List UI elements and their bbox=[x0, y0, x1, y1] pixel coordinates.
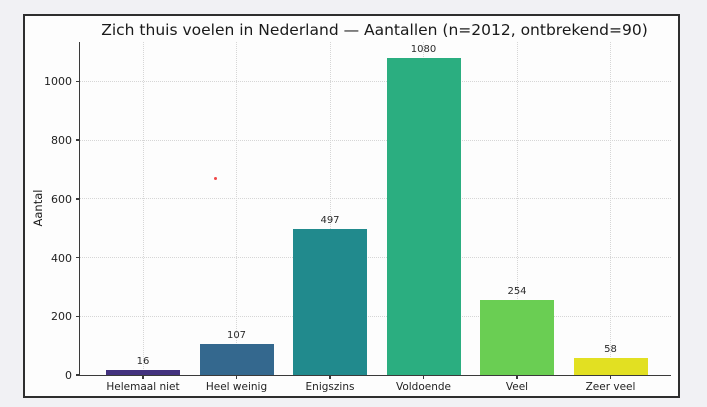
bar bbox=[293, 229, 367, 375]
chart-figure: Zich thuis voelen in Nederland — Aantall… bbox=[23, 14, 680, 398]
y-tick-mark bbox=[76, 374, 80, 376]
plot-area: Aantal 0 200 400 600 800 1000 16 Helemaal niet 1… bbox=[31, 42, 671, 393]
bar-value-label: 1080 bbox=[410, 43, 437, 55]
x-tick-mark bbox=[516, 375, 518, 379]
y-tick-mark bbox=[76, 80, 80, 83]
bar-value-label: 16 bbox=[136, 356, 150, 368]
v-gridline bbox=[329, 42, 331, 375]
x-tick-mark bbox=[329, 375, 331, 379]
y-tick-label: 200 bbox=[51, 310, 72, 324]
y-tick-mark bbox=[76, 256, 80, 259]
h-gridline bbox=[80, 315, 671, 317]
h-gridline bbox=[80, 198, 671, 200]
bar bbox=[480, 300, 554, 375]
x-tick-label: Voldoende bbox=[395, 381, 452, 393]
x-tick-label: Veel bbox=[505, 381, 529, 393]
y-tick-label: 600 bbox=[51, 192, 72, 206]
y-tick-mark bbox=[76, 198, 80, 200]
bar-value-label: 497 bbox=[320, 215, 340, 227]
stray-red-dot bbox=[214, 177, 217, 180]
bar bbox=[386, 57, 461, 375]
x-tick-mark bbox=[142, 375, 144, 379]
x-tick-label: Enigszins bbox=[305, 381, 355, 393]
x-tick-label: Heel weinig bbox=[205, 381, 268, 393]
h-gridline bbox=[80, 139, 671, 141]
y-tick-label: 800 bbox=[51, 134, 72, 148]
h-gridline bbox=[80, 80, 671, 82]
bar bbox=[106, 370, 180, 375]
v-gridline bbox=[610, 42, 611, 375]
bar bbox=[199, 343, 274, 375]
v-gridline bbox=[142, 42, 144, 375]
x-tick-mark bbox=[235, 375, 238, 379]
y-tick-label: 1000 bbox=[44, 75, 72, 89]
y-tick-mark bbox=[76, 139, 80, 141]
x-tick-label: Helemaal niet bbox=[106, 381, 180, 393]
x-tick-mark bbox=[422, 375, 425, 379]
v-gridline bbox=[516, 42, 518, 375]
y-tick-label: 0 bbox=[65, 369, 72, 382]
x-tick-mark bbox=[609, 375, 612, 379]
y-tick-mark bbox=[76, 315, 80, 317]
y-axis-label: Aantal bbox=[31, 189, 45, 227]
chart-title: Zich thuis voelen in Nederland — Aantall… bbox=[101, 21, 648, 39]
bar-value-label: 107 bbox=[226, 329, 247, 341]
bar-value-label: 58 bbox=[604, 343, 617, 355]
h-gridline bbox=[80, 257, 671, 259]
x-tick-label: Zeer veel bbox=[585, 381, 636, 393]
bar bbox=[573, 357, 648, 375]
bar-value-label: 254 bbox=[507, 286, 527, 298]
v-gridline bbox=[236, 42, 237, 375]
y-tick-label: 400 bbox=[51, 251, 72, 265]
